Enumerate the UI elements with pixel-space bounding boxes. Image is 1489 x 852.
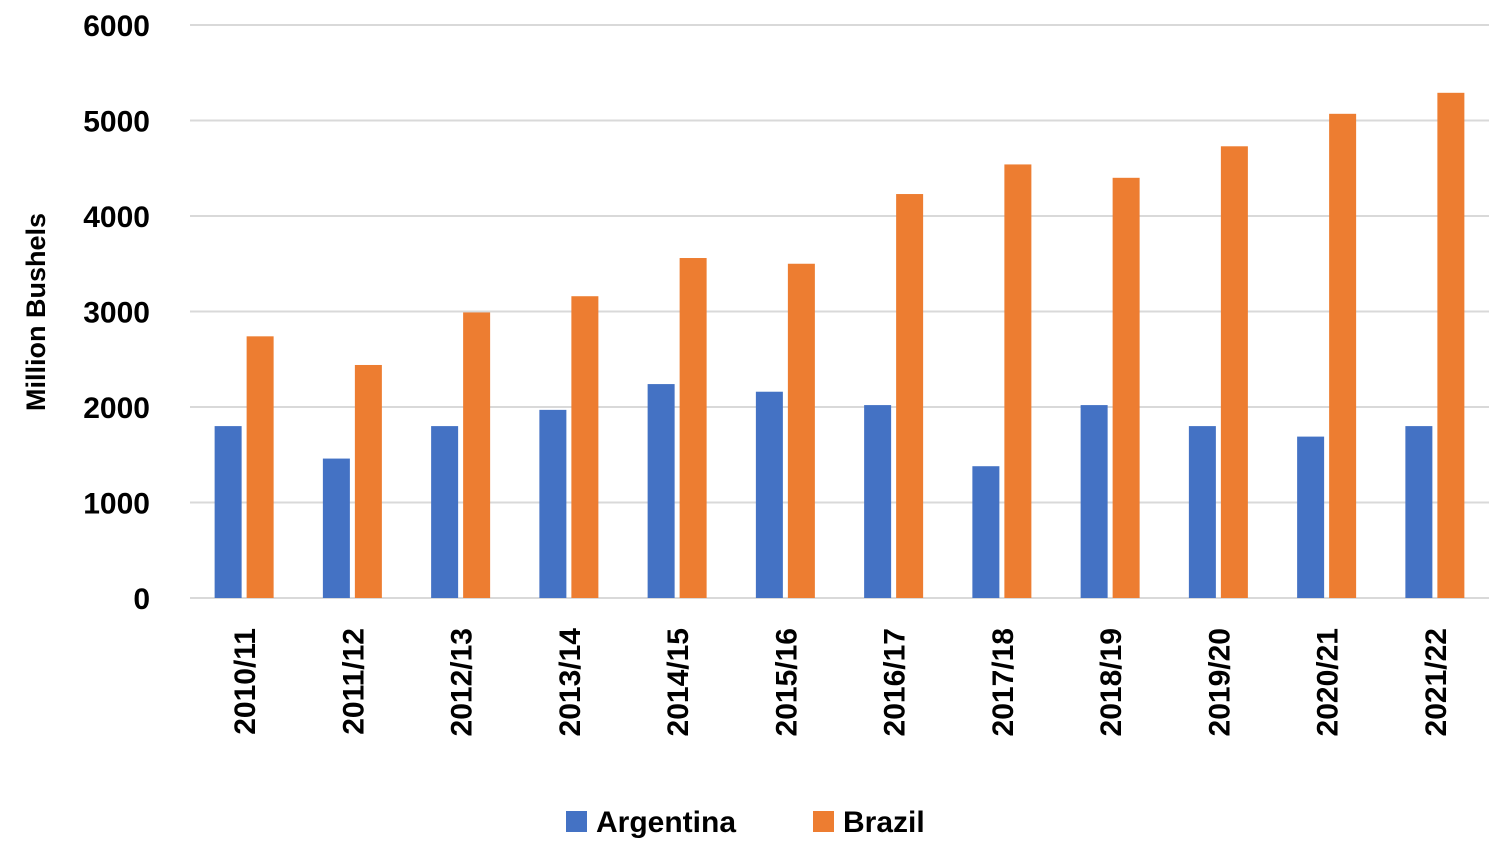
- bar-argentina-2020-21: [1297, 436, 1325, 598]
- bar-argentina-2016-17: [864, 405, 892, 598]
- x-tick-label: 2018/19: [1095, 628, 1128, 736]
- x-tick-labels: 2010/11 2011/12 2012/13 2013/14 2014/15 2015/…: [229, 628, 1453, 737]
- x-tick-label: 2015/16: [770, 628, 803, 736]
- y-tick-label: 2000: [83, 392, 150, 425]
- x-tick-label: 2016/17: [879, 628, 912, 736]
- bar-brazil-2021-22: [1437, 92, 1465, 599]
- bar-brazil-2017-18: [1004, 164, 1032, 598]
- bar-brazil-2018-19: [1112, 177, 1140, 599]
- legend-label-argentina: Argentina: [596, 806, 736, 839]
- bar-brazil-2010-11: [246, 336, 274, 598]
- bar-argentina-2019-20: [1188, 426, 1216, 598]
- bar-brazil-2012-13: [463, 312, 491, 598]
- x-tick-label: 2019/20: [1203, 628, 1236, 736]
- gridlines: [190, 24, 1489, 599]
- y-tick-label: 4000: [83, 201, 150, 234]
- x-tick-label: 2021/22: [1420, 628, 1453, 736]
- x-tick-label: 2013/14: [554, 628, 587, 737]
- legend-swatch-brazil: [813, 811, 834, 832]
- bar-argentina-2012-13: [431, 426, 459, 598]
- bar-argentina-2021-22: [1405, 426, 1433, 598]
- bar-argentina-2013-14: [539, 409, 567, 598]
- bar-argentina-2011-12: [322, 458, 350, 598]
- y-tick-labels: 0 1000 2000 3000 4000 5000 6000: [83, 10, 150, 616]
- legend: Argentina Brazil: [566, 806, 925, 839]
- bar-brazil-2011-12: [354, 364, 382, 598]
- bar-brazil-2016-17: [896, 194, 924, 598]
- y-tick-label: 5000: [83, 106, 150, 139]
- bar-brazil-2013-14: [571, 296, 599, 598]
- y-tick-label: 3000: [83, 297, 150, 330]
- x-tick-label: 2020/21: [1312, 628, 1345, 736]
- y-tick-label: 6000: [83, 10, 150, 43]
- x-tick-label: 2011/12: [337, 628, 370, 735]
- bar-brazil-2019-20: [1220, 146, 1248, 598]
- x-tick-label: 2010/11: [229, 628, 262, 735]
- bar-brazil-2020-21: [1329, 113, 1357, 598]
- y-tick-label: 1000: [83, 488, 150, 521]
- legend-swatch-argentina: [566, 811, 587, 832]
- x-tick-label: 2017/18: [987, 628, 1020, 736]
- bar-argentina-2014-15: [647, 384, 675, 598]
- x-tick-label: 2012/13: [446, 628, 479, 736]
- bars: [214, 92, 1465, 599]
- bar-argentina-2017-18: [972, 466, 1000, 598]
- y-axis-label: Million Bushels: [21, 213, 51, 411]
- bar-brazil-2015-16: [787, 263, 815, 598]
- legend-label-brazil: Brazil: [843, 806, 925, 839]
- y-tick-label: 0: [133, 583, 150, 616]
- bar-argentina-2010-11: [214, 426, 242, 598]
- bar-argentina-2018-19: [1080, 405, 1108, 598]
- bar-argentina-2015-16: [755, 391, 783, 598]
- x-tick-label: 2014/15: [662, 628, 695, 736]
- bar-brazil-2014-15: [679, 258, 707, 598]
